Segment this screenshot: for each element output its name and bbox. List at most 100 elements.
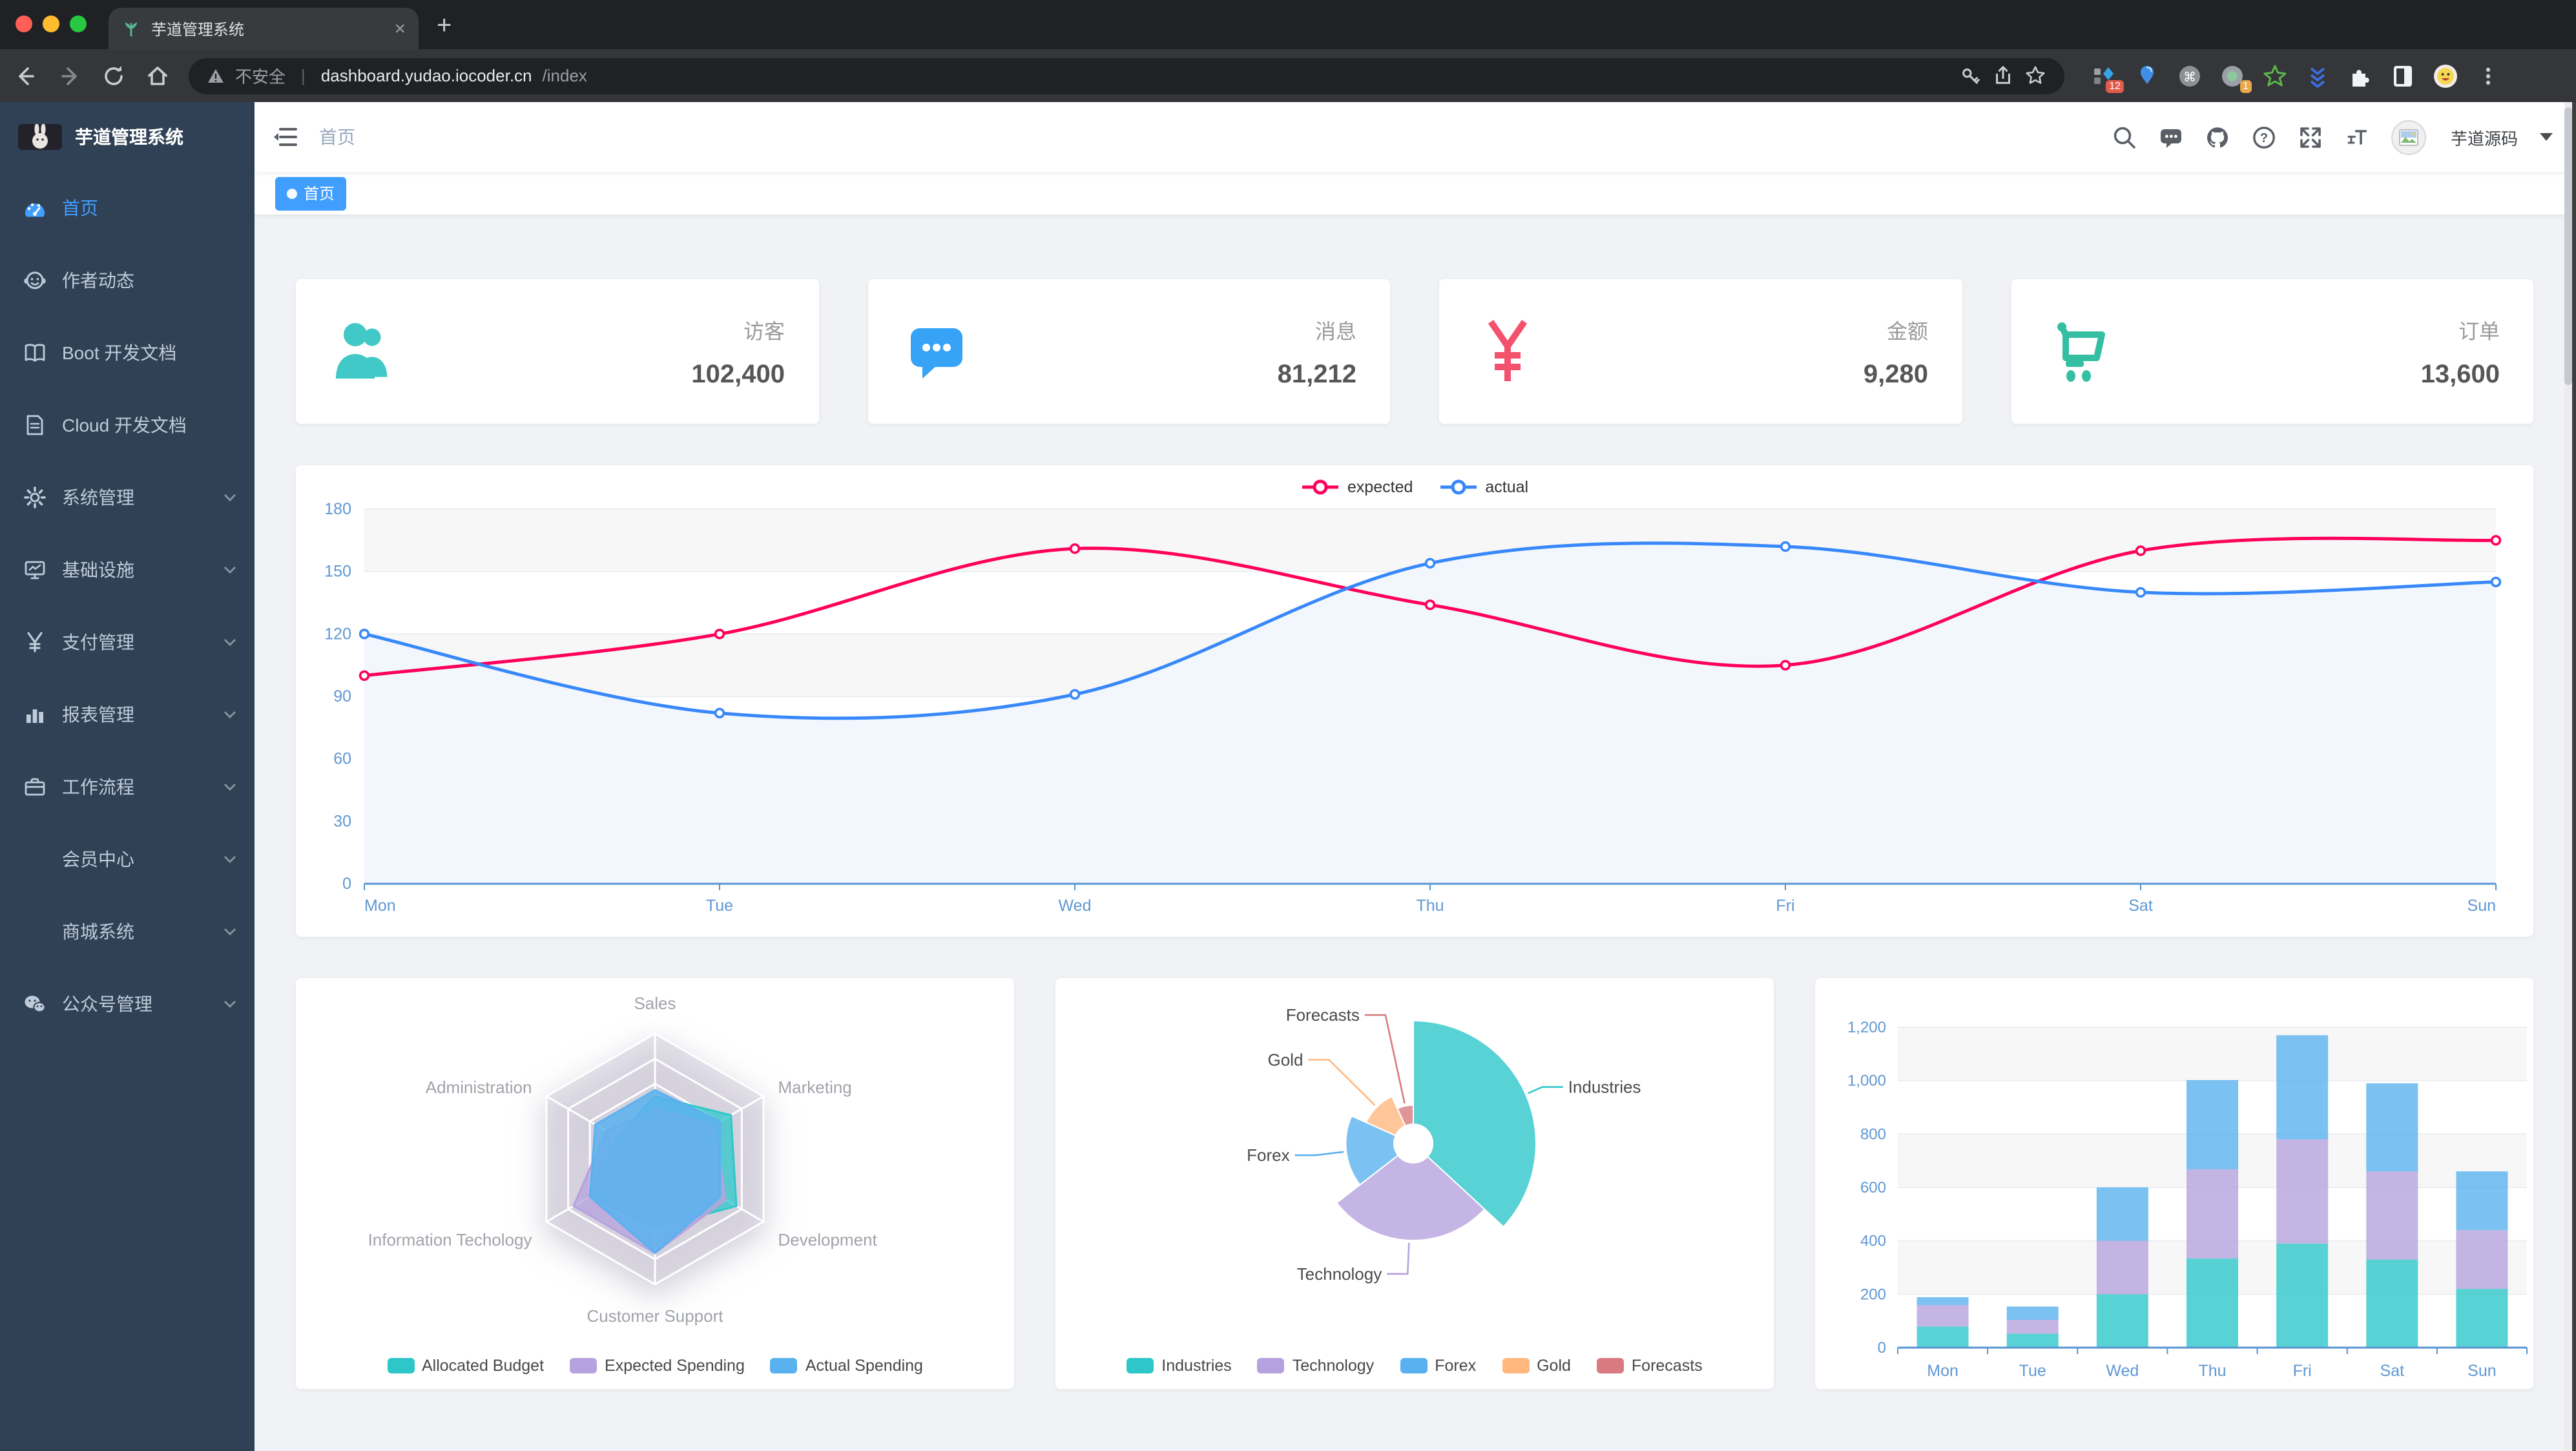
people-icon bbox=[23, 269, 47, 292]
username[interactable]: 芋道源码 bbox=[2450, 129, 2518, 148]
url-field[interactable]: 不安全 | dashboard.yudao.iocoder.cn/index bbox=[189, 57, 2064, 94]
user-avatar[interactable] bbox=[2391, 120, 2426, 154]
legend-item-technology[interactable]: Technology bbox=[1257, 1357, 1374, 1375]
pie-chart: Industries Technology Forex Gold Forecasts bbox=[1055, 978, 1774, 1389]
svg-text:0: 0 bbox=[342, 875, 351, 893]
sidebar-item-member-center[interactable]: 会员中心 bbox=[0, 823, 254, 895]
puzzle-extensions-icon[interactable] bbox=[2349, 64, 2372, 87]
sidebar-collapse-icon[interactable] bbox=[273, 124, 298, 150]
legend-item-forecasts[interactable]: Forecasts bbox=[1596, 1357, 1703, 1375]
stat-card-orders[interactable]: 订单 13,600 bbox=[2011, 279, 2533, 424]
legend-item-actual-spending[interactable]: Actual Spending bbox=[770, 1357, 923, 1375]
window-zoom-button[interactable] bbox=[70, 16, 87, 32]
key-icon[interactable] bbox=[1960, 65, 1982, 87]
bookmark-star-icon[interactable] bbox=[2024, 65, 2046, 87]
caret-down-icon[interactable] bbox=[2540, 133, 2553, 141]
svg-text:800: 800 bbox=[1860, 1125, 1886, 1143]
extension-blue-diamond-icon[interactable]: 12 bbox=[2093, 64, 2124, 92]
stat-card-visitors[interactable]: 访客 102,400 bbox=[296, 279, 818, 424]
legend-item-gold[interactable]: Gold bbox=[1502, 1357, 1571, 1375]
stat-label: 消息 bbox=[1314, 321, 1356, 343]
legend-item-forex[interactable]: Forex bbox=[1400, 1357, 1476, 1375]
tab-title: 芋道管理系统 bbox=[151, 20, 245, 38]
home-icon[interactable] bbox=[145, 63, 171, 89]
forward-icon[interactable] bbox=[57, 63, 83, 89]
shopping-icon bbox=[2057, 322, 2104, 382]
tag-home[interactable]: 首页 bbox=[275, 176, 347, 210]
extension-green-star-icon[interactable] bbox=[2263, 64, 2287, 87]
fullscreen-icon[interactable] bbox=[2298, 125, 2323, 149]
sidebar-item-cloud-docs[interactable]: Cloud 开发文档 bbox=[0, 389, 254, 461]
svg-text:Thu: Thu bbox=[2198, 1362, 2226, 1380]
sidebar-logo[interactable]: 芋道管理系统 bbox=[0, 102, 254, 172]
radar-chart-legend: Allocated Budget Expected Spending Actual … bbox=[296, 1357, 1014, 1375]
svg-text:200: 200 bbox=[1860, 1286, 1886, 1303]
extension-chevrons-icon[interactable] bbox=[2306, 64, 2329, 87]
sidebar-item-system[interactable]: 系统管理 bbox=[0, 461, 254, 534]
svg-text:Information Techology: Information Techology bbox=[368, 1230, 532, 1249]
reload-icon[interactable] bbox=[101, 63, 127, 89]
panel-group: 访客 102,400 消息 81,212 bbox=[296, 279, 2533, 424]
money-icon bbox=[1488, 320, 1528, 381]
svg-text:Development: Development bbox=[778, 1230, 878, 1249]
extensions-cluster: 12 ⌘ 1 bbox=[2093, 64, 2500, 92]
svg-text:Sat: Sat bbox=[2128, 897, 2153, 915]
browser-tab[interactable]: 芋道管理系统 × bbox=[109, 8, 419, 49]
legend-item-expected[interactable]: expected bbox=[1301, 478, 1413, 496]
window-close-button[interactable] bbox=[16, 16, 32, 32]
svg-text:Sat: Sat bbox=[2380, 1362, 2405, 1380]
help-icon[interactable]: ? bbox=[2252, 125, 2276, 149]
pie-chart-card: Industries Technology Forex Gold Forecasts I… bbox=[1055, 978, 1774, 1389]
tab-close-icon[interactable]: × bbox=[394, 17, 406, 39]
window-minimize-button[interactable] bbox=[43, 16, 59, 32]
breadcrumb[interactable]: 首页 bbox=[319, 127, 355, 147]
message-icon[interactable] bbox=[2159, 125, 2183, 149]
sidebar-item-label: 基础设施 bbox=[62, 559, 134, 580]
github-icon[interactable] bbox=[2205, 125, 2230, 149]
document-icon bbox=[23, 413, 47, 437]
svg-text:150: 150 bbox=[324, 563, 351, 581]
search-icon[interactable] bbox=[2112, 125, 2137, 149]
browser-menu-kebab-icon[interactable] bbox=[2477, 64, 2500, 87]
stat-card-money[interactable]: 金额 9,280 bbox=[1439, 279, 1962, 424]
dashboard-icon bbox=[23, 196, 47, 220]
radar-chart: Sales Administration Information Techology… bbox=[296, 978, 1014, 1389]
reader-panel-icon[interactable] bbox=[2391, 64, 2415, 87]
legend-chip bbox=[770, 1358, 798, 1373]
profile-avatar-icon[interactable] bbox=[2434, 64, 2457, 87]
legend-item-industries[interactable]: Industries bbox=[1127, 1357, 1232, 1375]
scrollbar-track[interactable] bbox=[2564, 102, 2572, 1451]
chevron-down-icon bbox=[224, 567, 236, 574]
legend-item-actual[interactable]: actual bbox=[1439, 478, 1528, 496]
extension-command-icon[interactable]: ⌘ bbox=[2178, 64, 2201, 87]
sidebar-item-label: 报表管理 bbox=[62, 704, 134, 725]
sidebar-item-payment[interactable]: 支付管理 bbox=[0, 606, 254, 678]
sidebar-item-workflow[interactable]: 工作流程 bbox=[0, 751, 254, 823]
sidebar-item-home[interactable]: 首页 bbox=[0, 172, 254, 244]
share-icon[interactable] bbox=[1992, 65, 2014, 87]
sidebar-item-mall-system[interactable]: 商城系统 bbox=[0, 895, 254, 968]
extension-balloon-icon[interactable] bbox=[2135, 64, 2159, 87]
legend-chip bbox=[1400, 1358, 1428, 1373]
extension-lens-icon[interactable]: 1 bbox=[2221, 64, 2252, 92]
scrollbar-thumb[interactable] bbox=[2564, 107, 2572, 385]
svg-text:Technology: Technology bbox=[1297, 1264, 1382, 1284]
stat-card-messages[interactable]: 消息 81,212 bbox=[867, 279, 1390, 424]
sidebar-item-infrastructure[interactable]: 基础设施 bbox=[0, 534, 254, 606]
sidebar-item-official-account[interactable]: 公众号管理 bbox=[0, 968, 254, 1040]
sidebar-item-author[interactable]: 作者动态 bbox=[0, 244, 254, 317]
sidebar-item-reports[interactable]: 报表管理 bbox=[0, 678, 254, 751]
bar-chart-card: 0 200 400 600 800 1,000 1,200 Mon Tue Wed Thu Fri Sa… bbox=[1815, 978, 2533, 1389]
stat-value: 13,600 bbox=[2420, 360, 2500, 388]
svg-text:Administration: Administration bbox=[426, 1078, 532, 1097]
font-size-icon[interactable] bbox=[2345, 125, 2369, 149]
sidebar-item-boot-docs[interactable]: Boot 开发文档 bbox=[0, 317, 254, 389]
not-secure-warning-icon[interactable] bbox=[207, 67, 225, 85]
legend-item-allocated-budget[interactable]: Allocated Budget bbox=[387, 1357, 544, 1375]
legend-item-expected-spending[interactable]: Expected Spending bbox=[570, 1357, 745, 1375]
back-icon[interactable] bbox=[13, 63, 39, 89]
url-divider: | bbox=[301, 66, 306, 85]
sidebar-item-label: 公众号管理 bbox=[62, 994, 152, 1014]
new-tab-button[interactable]: + bbox=[437, 12, 452, 40]
chevron-down-icon bbox=[224, 856, 236, 863]
